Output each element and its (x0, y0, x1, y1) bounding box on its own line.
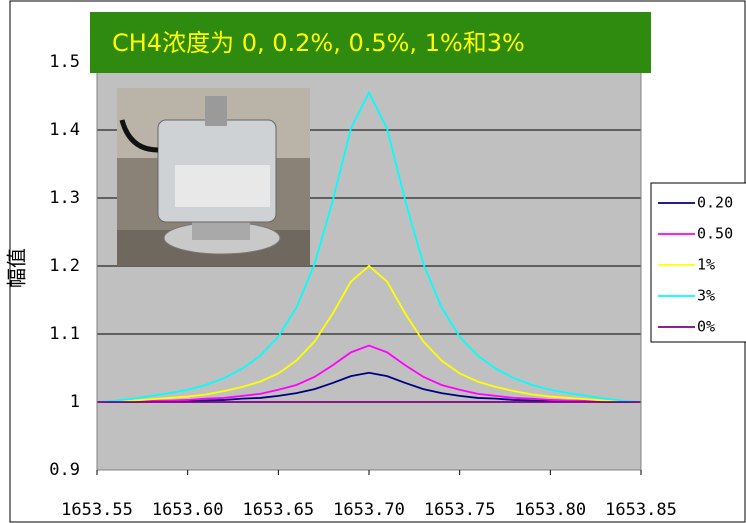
x-tick-label: 1653.70 (333, 500, 405, 520)
x-tick-label: 1653.85 (605, 500, 677, 520)
y-tick-label: 1.2 (49, 256, 80, 276)
y-tick-label: 1 (70, 392, 80, 412)
x-tick-label: 1653.60 (152, 500, 224, 520)
chart: CH4浓度为 0, 0.2%, 0.5%, 1%和3% 幅值 0.20 0.50 1… (0, 0, 746, 523)
legend-label: 0.20 (697, 194, 733, 212)
x-tick-label: 1653.80 (515, 500, 587, 520)
legend-label: 3% (697, 287, 715, 305)
x-tick-label: 1653.55 (61, 500, 133, 520)
y-axis-label: 幅值 (5, 248, 29, 288)
chart-title: CH4浓度为 0, 0.2%, 0.5%, 1%和3% (112, 29, 525, 57)
x-tick-label: 1653.75 (424, 500, 496, 520)
legend-label: 0.50 (697, 225, 733, 243)
y-tick-label: 1.5 (49, 52, 80, 72)
legend-label: 0% (697, 318, 715, 336)
y-tick-label: 1.1 (49, 324, 80, 344)
photo (117, 88, 310, 266)
legend-label: 1% (697, 256, 715, 274)
y-tick-label: 0.9 (49, 460, 80, 480)
y-tick-label: 1.3 (49, 188, 80, 208)
y-tick-label: 1.4 (49, 120, 80, 140)
x-tick-label: 1653.65 (243, 500, 315, 520)
